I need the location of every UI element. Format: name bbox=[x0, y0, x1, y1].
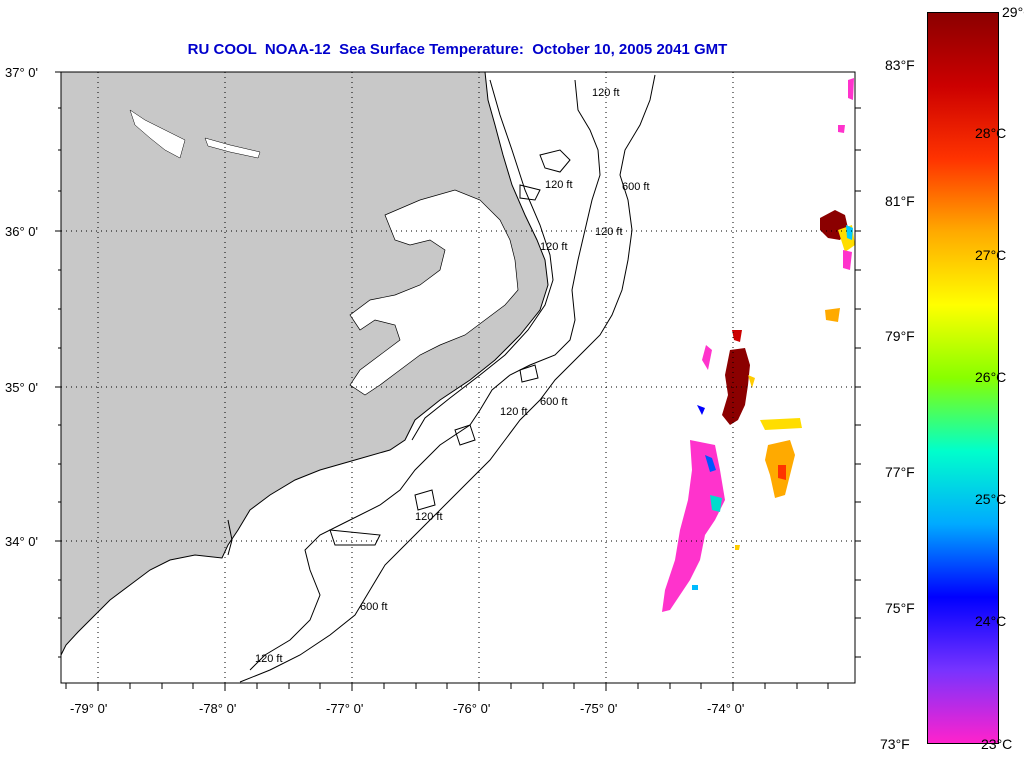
contour-label: 600 ft bbox=[540, 396, 568, 408]
contour-label: 600 ft bbox=[622, 181, 650, 193]
sst-data-patches bbox=[662, 78, 855, 612]
tick-marks bbox=[55, 71, 861, 691]
lat-label: 35° 0' bbox=[5, 380, 38, 395]
map-title: RU COOL NOAA-12 Sea Surface Temperature:… bbox=[187, 41, 728, 58]
graticule-grid bbox=[61, 72, 855, 683]
fahrenheit-label: 75°F bbox=[885, 600, 915, 616]
river-inlet bbox=[204, 137, 261, 159]
lon-label: -74° 0' bbox=[707, 701, 744, 716]
contour-label: 120 ft bbox=[500, 406, 528, 418]
contour-label: 120 ft bbox=[415, 511, 443, 523]
lon-label: -79° 0' bbox=[70, 701, 107, 716]
celsius-label: 28°C bbox=[975, 125, 1007, 141]
contour-labels: 120 ft 120 ft 120 ft 600 ft 120 ft 600 f… bbox=[255, 87, 650, 665]
land-mass bbox=[60, 71, 549, 656]
fahrenheit-label: 73°F bbox=[880, 736, 910, 752]
celsius-label: 26°C bbox=[975, 369, 1007, 385]
fahrenheit-label: 83°F bbox=[885, 57, 915, 73]
contour-label: 120 ft bbox=[595, 226, 623, 238]
temperature-colorbar bbox=[927, 12, 999, 744]
celsius-label: 24°C bbox=[975, 613, 1007, 629]
fahrenheit-label: 79°F bbox=[885, 328, 915, 344]
celsius-label: 27°C bbox=[975, 247, 1007, 263]
lat-label: 34° 0' bbox=[5, 534, 38, 549]
celsius-label: 25°C bbox=[975, 491, 1007, 507]
fahrenheit-label: 77°F bbox=[885, 464, 915, 480]
lon-label: -78° 0' bbox=[199, 701, 236, 716]
lon-label: -76° 0' bbox=[453, 701, 490, 716]
contour-label: 600 ft bbox=[360, 601, 388, 613]
bathymetry-contours bbox=[239, 74, 656, 683]
lon-label: -75° 0' bbox=[580, 701, 617, 716]
contour-label: 120 ft bbox=[255, 653, 283, 665]
sound-water bbox=[349, 189, 519, 396]
contour-label: 120 ft bbox=[540, 241, 568, 253]
lon-label: -77° 0' bbox=[326, 701, 363, 716]
barrier-island bbox=[227, 519, 233, 556]
lat-label: 37° 0' bbox=[5, 65, 38, 80]
celsius-label: 29°C bbox=[1002, 4, 1024, 20]
fahrenheit-label: 81°F bbox=[885, 193, 915, 209]
celsius-label: 23°C bbox=[981, 736, 1013, 752]
barrier-island bbox=[411, 79, 554, 441]
lat-label: 36° 0' bbox=[5, 224, 38, 239]
contour-label: 120 ft bbox=[545, 179, 573, 191]
map-frame bbox=[60, 71, 856, 684]
river-inlet bbox=[129, 109, 186, 159]
